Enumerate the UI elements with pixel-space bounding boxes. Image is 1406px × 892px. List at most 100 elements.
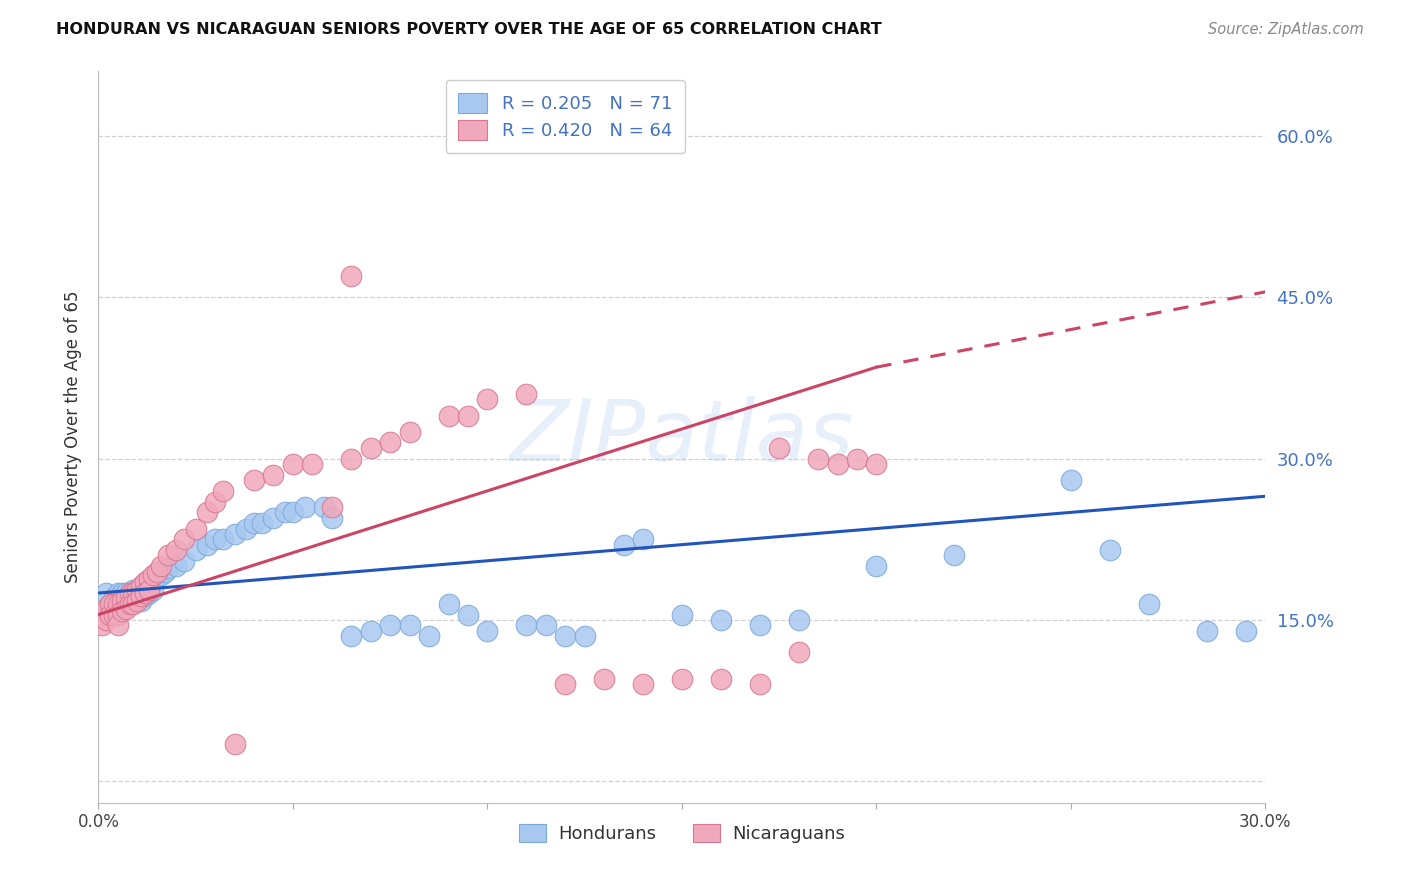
- Point: [129, 589, 152, 603]
- Point: [671, 607, 693, 622]
- Text: HONDURAN VS NICARAGUAN SENIORS POVERTY OVER THE AGE OF 65 CORRELATION CHART: HONDURAN VS NICARAGUAN SENIORS POVERTY O…: [56, 22, 882, 37]
- Point: [91, 607, 114, 622]
- Point: [212, 533, 235, 547]
- Point: [865, 457, 887, 471]
- Point: [1234, 624, 1257, 638]
- Point: [398, 618, 420, 632]
- Point: [250, 516, 273, 530]
- Point: [127, 582, 149, 597]
- Point: [107, 607, 129, 622]
- Point: [127, 582, 149, 597]
- Point: [1098, 543, 1121, 558]
- Point: [118, 586, 141, 600]
- Point: [134, 578, 156, 592]
- Point: [107, 618, 129, 632]
- Point: [91, 618, 114, 632]
- Point: [142, 582, 165, 597]
- Point: [103, 597, 125, 611]
- Point: [710, 672, 733, 686]
- Point: [593, 128, 616, 143]
- Point: [243, 516, 266, 530]
- Point: [457, 607, 479, 622]
- Point: [138, 582, 160, 597]
- Point: [96, 613, 118, 627]
- Point: [224, 527, 246, 541]
- Point: [235, 521, 257, 535]
- Point: [122, 593, 145, 607]
- Point: [129, 578, 152, 592]
- Point: [107, 607, 129, 622]
- Point: [224, 737, 246, 751]
- Point: [111, 586, 134, 600]
- Point: [107, 597, 129, 611]
- Point: [360, 441, 382, 455]
- Point: [262, 510, 284, 524]
- Point: [142, 572, 165, 586]
- Point: [96, 586, 118, 600]
- Point: [212, 483, 235, 498]
- Point: [1060, 473, 1083, 487]
- Point: [534, 618, 557, 632]
- Point: [114, 602, 136, 616]
- Point: [122, 586, 145, 600]
- Point: [114, 586, 136, 600]
- Point: [768, 441, 790, 455]
- Point: [748, 618, 770, 632]
- Point: [418, 629, 440, 643]
- Point: [103, 607, 125, 622]
- Point: [111, 597, 134, 611]
- Point: [631, 677, 654, 691]
- Point: [122, 582, 145, 597]
- Point: [114, 597, 136, 611]
- Point: [157, 561, 180, 575]
- Point: [114, 591, 136, 606]
- Point: [262, 467, 284, 482]
- Point: [149, 559, 172, 574]
- Point: [118, 597, 141, 611]
- Point: [138, 575, 160, 590]
- Point: [807, 451, 830, 466]
- Point: [301, 457, 323, 471]
- Legend: Hondurans, Nicaraguans: Hondurans, Nicaraguans: [509, 815, 855, 852]
- Point: [204, 533, 226, 547]
- Point: [243, 473, 266, 487]
- Point: [118, 597, 141, 611]
- Point: [173, 554, 195, 568]
- Point: [710, 613, 733, 627]
- Point: [96, 602, 118, 616]
- Point: [437, 409, 460, 423]
- Point: [138, 572, 160, 586]
- Point: [380, 435, 402, 450]
- Point: [204, 494, 226, 508]
- Point: [281, 457, 304, 471]
- Point: [865, 559, 887, 574]
- Point: [103, 591, 125, 606]
- Point: [340, 629, 363, 643]
- Point: [184, 521, 207, 535]
- Point: [943, 549, 966, 563]
- Point: [477, 624, 499, 638]
- Point: [165, 559, 187, 574]
- Point: [165, 543, 187, 558]
- Text: ZIPatlas: ZIPatlas: [510, 395, 853, 479]
- Point: [107, 586, 129, 600]
- Point: [111, 604, 134, 618]
- Point: [312, 500, 335, 514]
- Point: [98, 607, 121, 622]
- Point: [111, 593, 134, 607]
- Point: [195, 505, 218, 519]
- Point: [748, 677, 770, 691]
- Point: [134, 575, 156, 590]
- Point: [787, 645, 810, 659]
- Point: [787, 613, 810, 627]
- Point: [380, 618, 402, 632]
- Point: [127, 593, 149, 607]
- Point: [98, 597, 121, 611]
- Point: [340, 268, 363, 283]
- Point: [129, 593, 152, 607]
- Text: Source: ZipAtlas.com: Source: ZipAtlas.com: [1208, 22, 1364, 37]
- Point: [671, 672, 693, 686]
- Point: [554, 629, 576, 643]
- Point: [398, 425, 420, 439]
- Point: [107, 597, 129, 611]
